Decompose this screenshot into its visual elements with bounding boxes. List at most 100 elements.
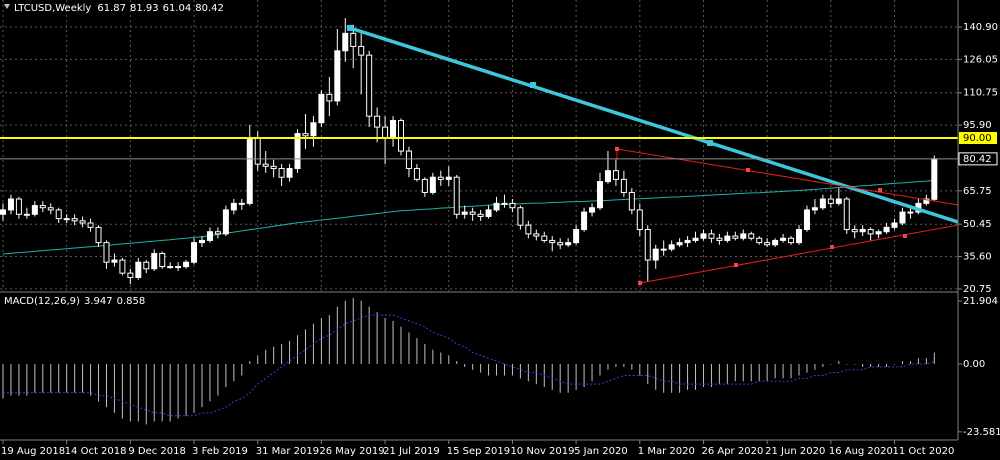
macd-bar [806, 363, 808, 373]
candle-body [923, 198, 930, 204]
macd-bar [42, 363, 44, 393]
candle-body [684, 239, 691, 244]
macd-bar [695, 363, 697, 390]
y-tick-label: 110.75 [963, 88, 998, 99]
macd-value: 3.947 [84, 296, 113, 307]
open-value: 61.87 [97, 3, 126, 14]
macd-signal [3, 314, 935, 417]
candle-body [692, 237, 699, 241]
candle-body [732, 235, 739, 239]
macd-bar [368, 306, 370, 364]
candle-body [875, 231, 882, 235]
candle-body [79, 220, 86, 224]
macd-bar [34, 363, 36, 393]
anchor [638, 281, 642, 285]
macd-bar [297, 335, 299, 364]
macd-bar [925, 358, 927, 364]
candle-body [811, 207, 818, 211]
high-value: 81.93 [130, 3, 159, 14]
candle-body [589, 207, 596, 213]
level-label-box [959, 131, 997, 144]
level-label: 90.00 [963, 133, 992, 144]
x-tick-label: 10 Nov 2019 [510, 446, 574, 457]
macd-bar [878, 363, 880, 367]
candle-body [660, 248, 667, 251]
x-tick-label: 21 Jul 2019 [383, 446, 440, 457]
candle-body [612, 170, 619, 180]
macd-bar [567, 363, 569, 393]
anchor [903, 234, 907, 238]
x-tick-label: 31 Mar 2019 [256, 446, 319, 457]
candle-body [891, 222, 898, 228]
macd-bar [400, 326, 402, 364]
macd-bar [456, 361, 458, 364]
candle-body [517, 207, 524, 226]
macd-bar [639, 363, 641, 376]
anchor [530, 82, 536, 88]
x-tick-label: 3 Feb 2019 [192, 446, 248, 457]
macd-bar [663, 363, 665, 393]
macd-bar [830, 363, 832, 365]
candle-body [437, 176, 444, 180]
macd-tick-label: -23.581 [963, 427, 1000, 438]
macd-bar [623, 363, 625, 367]
candle-body [55, 209, 62, 220]
macd-bar [607, 363, 609, 370]
macd-bar [145, 363, 147, 425]
candle-body [222, 209, 229, 235]
macd-bar [790, 363, 792, 379]
candle-body [867, 229, 874, 235]
macd-bar [161, 363, 163, 422]
macd-bar [424, 343, 426, 364]
macd-bar [615, 363, 617, 367]
data-layer [0, 18, 938, 425]
macd-bar [320, 317, 322, 364]
macd-bar [265, 349, 267, 364]
candle-body [931, 158, 938, 200]
macd-bar [599, 363, 601, 376]
candle-body [796, 229, 802, 244]
macd-bar [129, 363, 131, 422]
candle-body [604, 170, 611, 183]
macd-bar [432, 349, 434, 364]
macd-bar [838, 361, 840, 364]
macd-tick-label: 0.00 [963, 359, 985, 370]
macd-bar [105, 363, 107, 408]
candle-body [668, 244, 675, 250]
macd-bar [177, 363, 179, 419]
macd-bar [416, 338, 418, 364]
candle-body [199, 239, 205, 244]
candle-body [708, 233, 715, 239]
macd-bar [726, 363, 728, 385]
macd-bar [480, 363, 482, 373]
anchor [734, 263, 738, 267]
anchor [878, 188, 882, 192]
macd-bar [193, 363, 195, 413]
candle-body [31, 205, 38, 215]
macd-bar [169, 363, 171, 422]
candle-body [294, 133, 301, 169]
anchor [746, 168, 750, 172]
candle-body [597, 181, 603, 209]
candle-body [310, 122, 317, 137]
candle-body [238, 202, 245, 205]
y-tick-label: 50.45 [963, 219, 992, 230]
candle-body [533, 233, 540, 237]
candle-body [230, 202, 237, 211]
macd-bar [249, 361, 251, 364]
macd-bar [448, 355, 450, 364]
candle-body [167, 266, 174, 269]
macd-bar [591, 363, 593, 382]
candle-body [63, 218, 70, 221]
macd-bar [408, 332, 410, 364]
x-tick-label: 26 Apr 2020 [701, 446, 763, 457]
candle-body [652, 248, 659, 261]
macd-bar [575, 363, 577, 390]
candle-body [509, 202, 516, 209]
candle-body [405, 150, 412, 169]
macd-bar [376, 312, 378, 364]
macd-bar [679, 363, 681, 393]
candle-body [382, 126, 389, 139]
macd-bar [74, 363, 76, 393]
macd-tick-label: 21.904 [963, 296, 998, 307]
